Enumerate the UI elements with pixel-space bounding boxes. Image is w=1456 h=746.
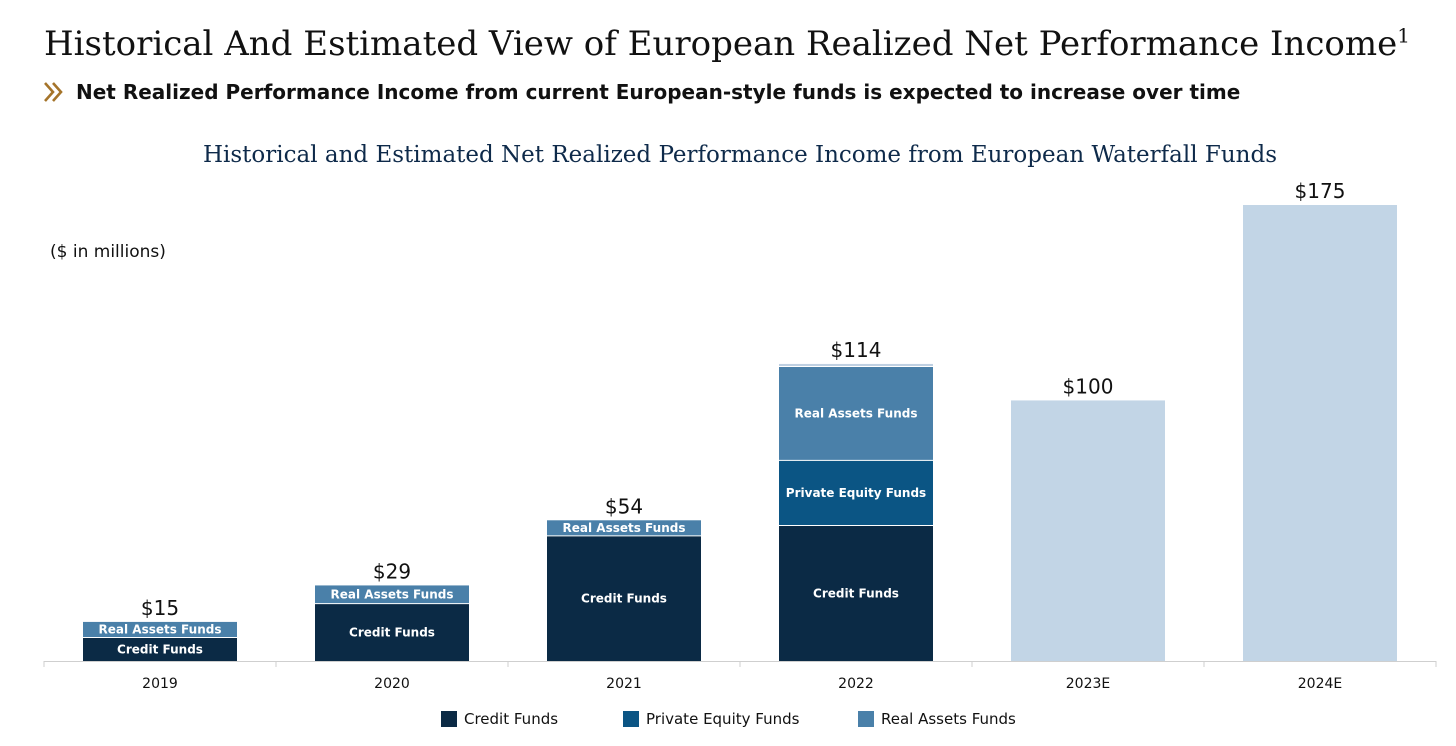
total-label: $100: [1063, 374, 1114, 398]
bar-segment: [1243, 205, 1397, 661]
legend-swatch: [441, 711, 457, 727]
segment-label: Real Assets Funds: [795, 406, 918, 420]
bar-segment: [83, 621, 237, 638]
x-tick-label: 2020: [374, 676, 410, 692]
bar-segment: [83, 637, 237, 661]
chart-title: Historical and Estimated Net Realized Pe…: [202, 142, 1278, 168]
bar-segment: [315, 585, 469, 604]
segment-label: Real Assets Funds: [331, 588, 454, 602]
x-tick-label: 2022: [838, 676, 874, 692]
page-title: Historical And Estimated View of Europea…: [44, 24, 1410, 64]
bar-segment: [779, 366, 933, 461]
x-tick-label: 2021: [606, 676, 642, 692]
x-tick-label: 2024E: [1298, 676, 1342, 692]
legend-label: Private Equity Funds: [646, 710, 800, 728]
total-label: $54: [605, 494, 643, 518]
segment-label: Credit Funds: [813, 586, 899, 600]
segment-label: Credit Funds: [117, 642, 203, 656]
page-title-text: Historical And Estimated View of Europea…: [44, 24, 1398, 64]
bar-segment: [547, 535, 701, 661]
legend-label: Credit Funds: [464, 710, 559, 728]
segment-label: Real Assets Funds: [99, 623, 222, 637]
double-chevron-right-icon: [44, 82, 63, 102]
segment-label: Private Equity Funds: [786, 486, 926, 500]
bar-segment: [779, 363, 933, 367]
bar-segment: [315, 603, 469, 661]
segment-label: Real Assets Funds: [563, 521, 686, 535]
legend-swatch: [858, 711, 874, 727]
title-footnote: 1: [1397, 23, 1410, 48]
page-subtitle: Net Realized Performance Income from cur…: [76, 80, 1241, 104]
units-label: ($ in millions): [50, 242, 166, 262]
subtitle-row: Net Realized Performance Income from cur…: [42, 80, 1240, 104]
total-label: $175: [1295, 179, 1346, 203]
bar-segment: [779, 525, 933, 661]
legend-item: Credit Funds: [441, 710, 558, 728]
legend-item: Private Equity Funds: [623, 710, 799, 728]
total-label: $29: [373, 559, 411, 583]
legend-item: Real Assets Funds: [858, 710, 1016, 728]
x-tick-label: 2023E: [1066, 676, 1110, 692]
legend-swatch: [623, 711, 639, 727]
x-tick-label: 2019: [142, 676, 178, 692]
bar-segment: [779, 460, 933, 526]
segment-label: Credit Funds: [581, 591, 667, 605]
bar-segment: [547, 520, 701, 536]
total-label: $15: [141, 596, 179, 620]
bar-segment: [1011, 400, 1165, 661]
segment-label: Credit Funds: [349, 625, 435, 639]
total-label: $114: [831, 338, 882, 362]
legend-label: Real Assets Funds: [881, 710, 1016, 728]
chart-legend: Credit Funds Private Equity Funds Real Ass…: [0, 710, 1456, 732]
